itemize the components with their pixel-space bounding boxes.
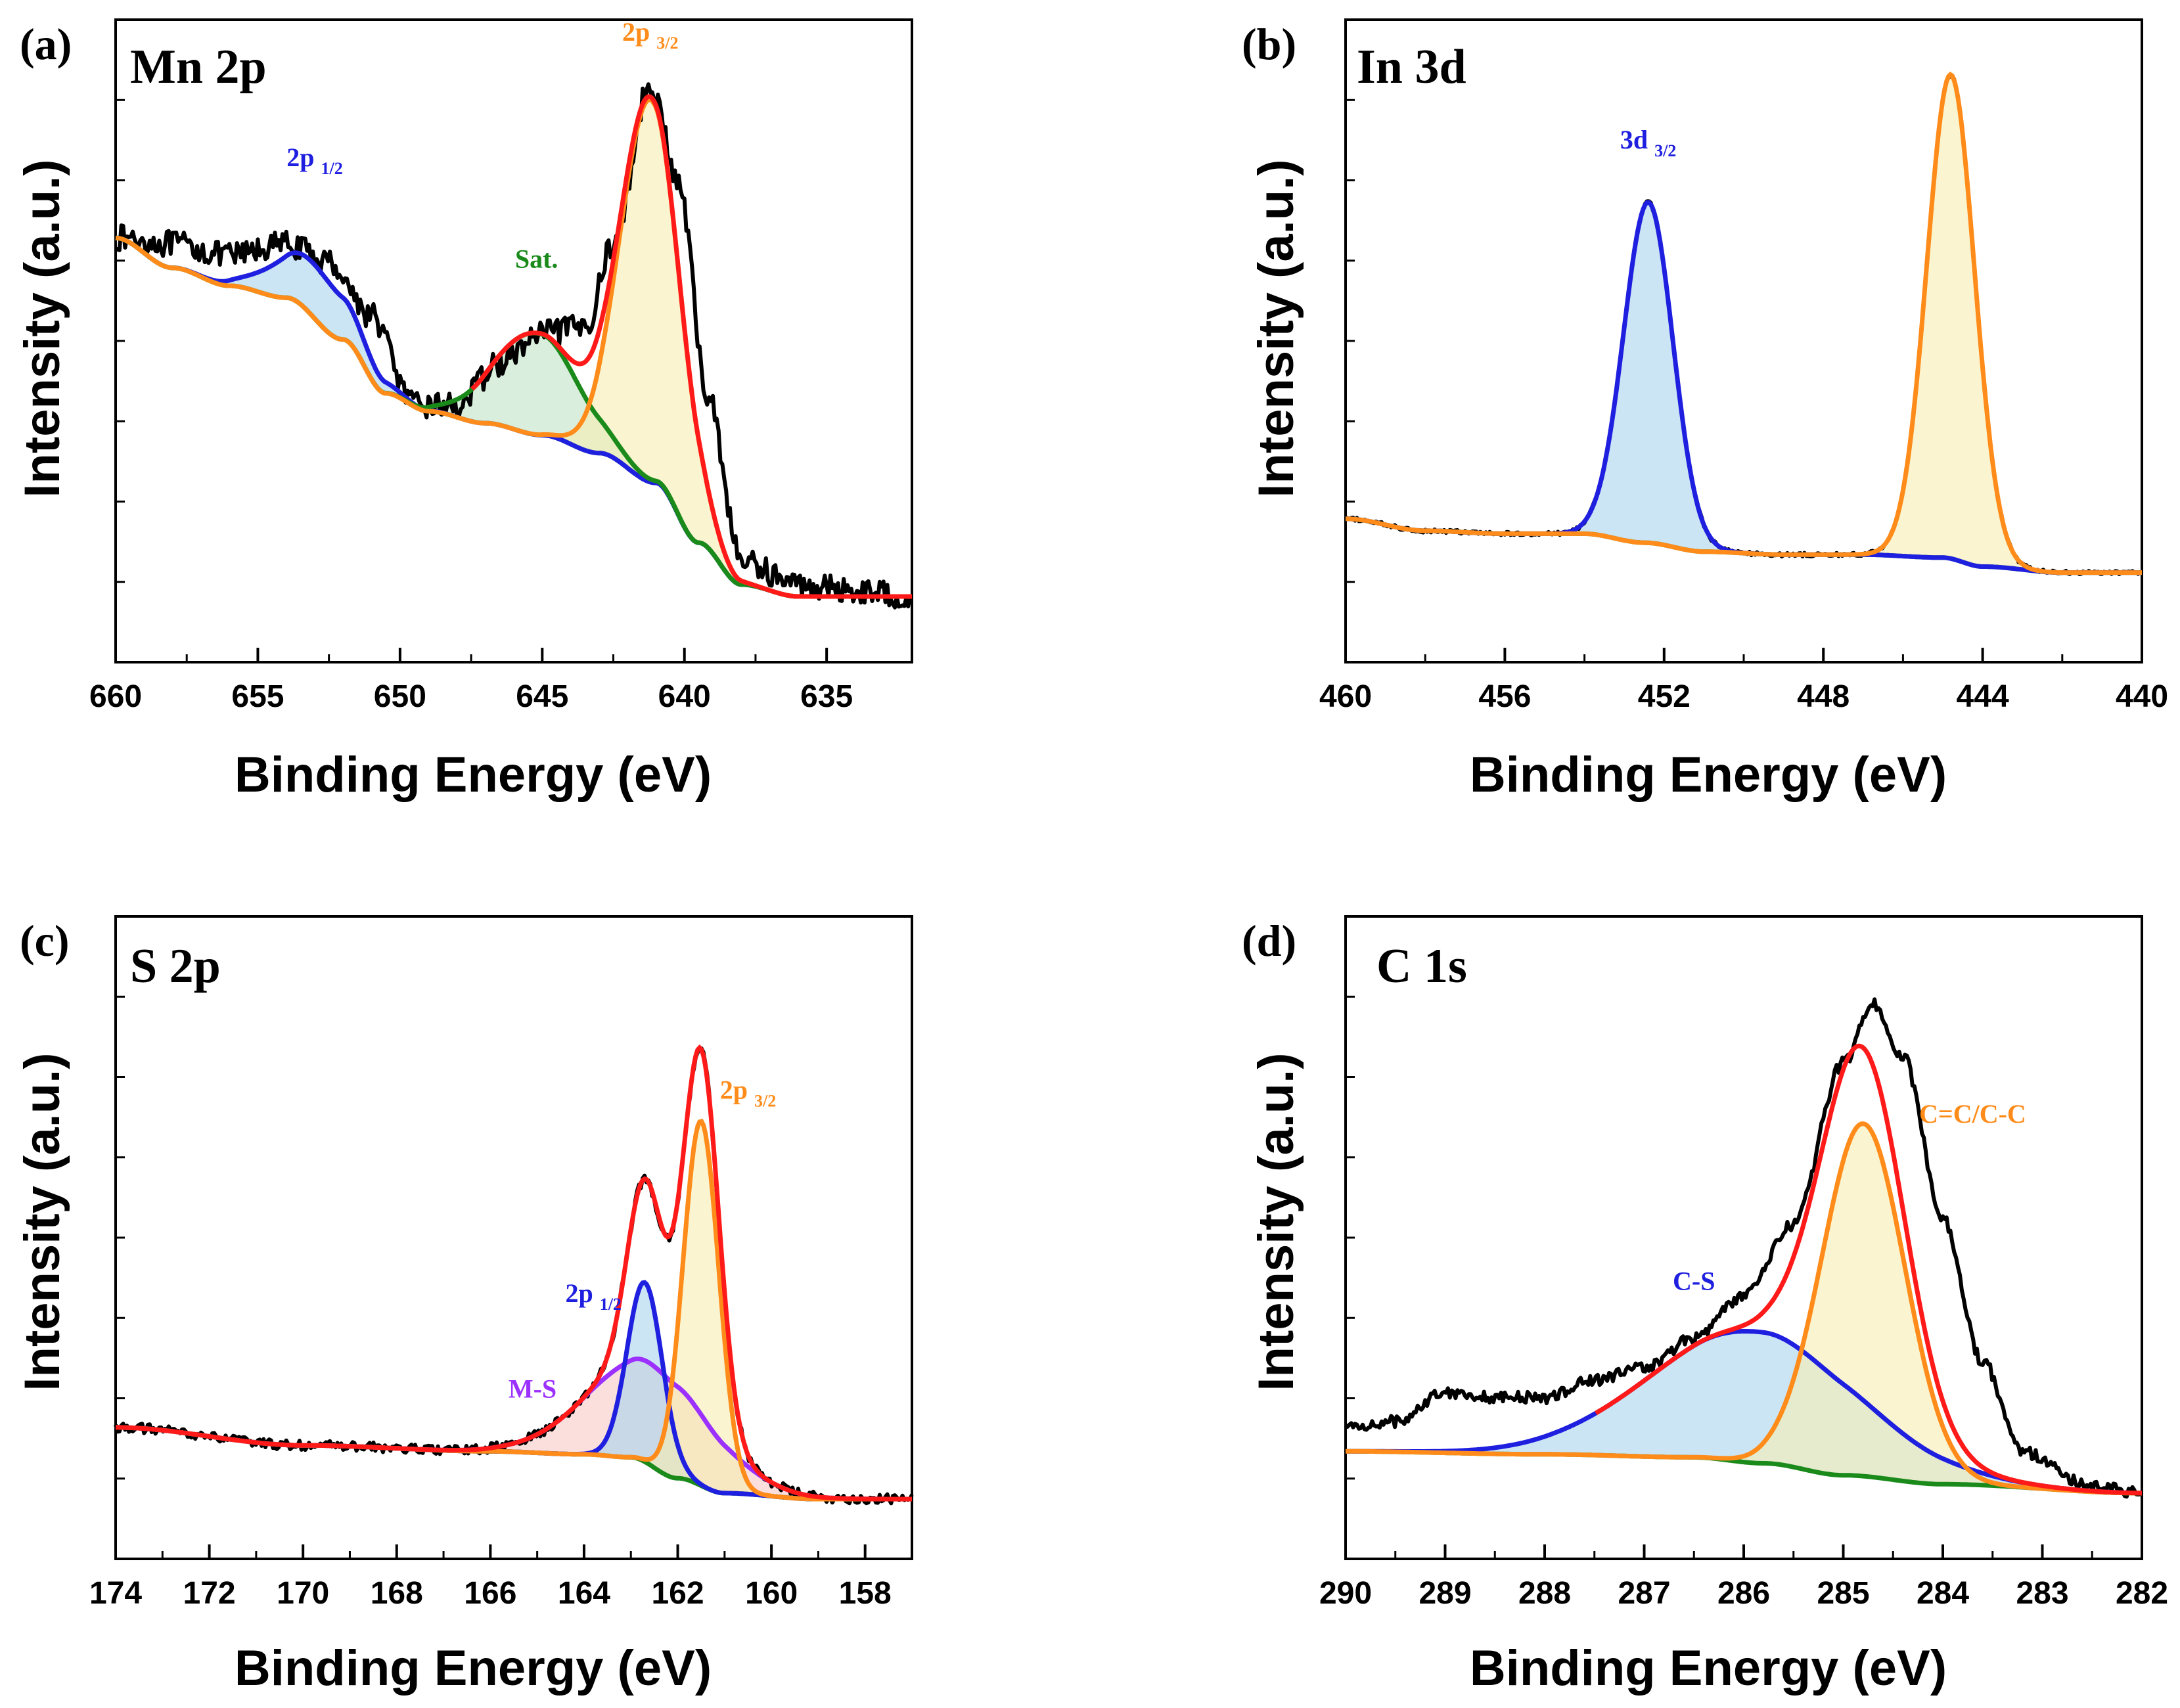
x-axis-label: Binding Energy (eV)	[235, 747, 712, 803]
x-tick-label: 290	[1319, 1576, 1372, 1611]
x-tick-label: 650	[374, 679, 426, 714]
x-tick-label: 460	[1319, 679, 1372, 714]
x-tick-label: 174	[89, 1576, 142, 1611]
panel-a: (a) Mn 2p Binding Energy (eV) Intensity …	[14, 17, 913, 803]
panel-label: (a)	[20, 19, 72, 69]
y-axis-label: Intensity (a.u.)	[1248, 159, 1304, 497]
x-tick-label: 448	[1797, 679, 1850, 714]
panel-title: In 3d	[1357, 40, 1466, 94]
x-tick-label: 166	[464, 1576, 516, 1611]
x-tick-label: 283	[2016, 1576, 2068, 1611]
panel-title: Mn 2p	[130, 40, 267, 94]
x-axis-label: Binding Energy (eV)	[235, 1640, 712, 1696]
plot-area: 660 655 650 645 640 635 2p 1/2 Sat. 2p 3/2	[89, 17, 913, 714]
raw-data-line	[1344, 74, 2143, 576]
peak-annotation: Sat.	[515, 244, 558, 274]
peak-annotation: 2p 1/2	[565, 1278, 621, 1314]
panel-title: S 2p	[130, 939, 221, 993]
x-tick-label: 452	[1638, 679, 1691, 714]
x-tick-label: 289	[1419, 1576, 1471, 1611]
x-tick-label: 158	[839, 1576, 892, 1611]
x-tick-label: 172	[183, 1576, 236, 1611]
x-tick-label: 164	[558, 1576, 610, 1611]
x-tick-label: 170	[277, 1576, 329, 1611]
peak-fill-c-s	[1346, 1331, 2142, 1493]
panel-label: (d)	[1242, 916, 1296, 966]
x-tick-label: 284	[1917, 1576, 1969, 1611]
x-tick-label: 444	[1957, 679, 2009, 714]
peak-line-c-c-c-c	[1346, 1121, 2143, 1496]
envelope-line	[1595, 1043, 2142, 1496]
x-tick-label: 456	[1478, 679, 1531, 714]
peak-annotation: 2p 3/2	[720, 1075, 776, 1111]
x-tick-label: 168	[371, 1576, 423, 1611]
x-tick-label: 162	[651, 1576, 704, 1611]
panel-title: C 1s	[1376, 939, 1467, 993]
peak-annotation: 2p 1/2	[286, 143, 342, 178]
panel-label: (c)	[20, 916, 69, 966]
raw-data-line	[114, 82, 913, 610]
x-axis-label: Binding Energy (eV)	[1470, 1640, 1947, 1696]
envelope-line	[470, 94, 912, 599]
y-axis-label: Intensity (a.u.)	[1248, 1052, 1304, 1391]
x-tick-label: 286	[1717, 1576, 1770, 1611]
x-tick-label: 287	[1618, 1576, 1670, 1611]
panel-d: (d) C 1s Binding Energy (eV) Intensity (…	[1242, 915, 2168, 1696]
panel-label: (b)	[1242, 19, 1296, 69]
peak-annotation: C-S	[1673, 1267, 1715, 1296]
x-tick-label: 288	[1518, 1576, 1571, 1611]
peak-fill-3d-5-2	[1346, 74, 2142, 573]
envelope-line	[116, 1044, 912, 1502]
peak-annotation: M-S	[509, 1374, 556, 1403]
peak-fill-3d-3-2	[1346, 202, 2142, 573]
peak-line-3d-5-2	[1346, 71, 2142, 575]
x-tick-label: 285	[1817, 1576, 1869, 1611]
x-tick-label: 660	[89, 679, 142, 714]
panel-b: (b) In 3d Binding Energy (eV) Intensity …	[1242, 18, 2168, 803]
x-tick-label: 160	[745, 1576, 798, 1611]
x-tick-label: 655	[231, 679, 284, 714]
peak-annotation: 3d 3/2	[1620, 125, 1676, 160]
peak-annotation: 2p 3/2	[622, 17, 678, 53]
peak-line-3d-3-2	[1346, 200, 2142, 575]
x-tick-label: 440	[2116, 679, 2168, 714]
raw-data-line	[1344, 997, 2143, 1499]
x-tick-label: 635	[800, 679, 853, 714]
plot-frame	[114, 915, 913, 1560]
x-axis-label: Binding Energy (eV)	[1470, 747, 1947, 803]
x-tick-label: 282	[2116, 1576, 2168, 1611]
peak-fill-sat-	[116, 238, 912, 596]
peak-annotation: C=C/C-C	[1919, 1099, 2026, 1129]
raw-data-line	[114, 1046, 914, 1506]
y-axis-label: Intensity (a.u.)	[14, 1052, 70, 1391]
panel-c: (c) S 2p Binding Energy (eV) Intensity (…	[14, 915, 914, 1696]
plot-area: 290 289 288 287 286 285 284 283 282 C-S C=C/C-C	[1319, 995, 2168, 1611]
x-tick-label: 640	[658, 679, 711, 714]
plot-area: 174 172 170 168 166 164 162 160 158 2p 1/2 M-S 2p 3/2	[89, 995, 914, 1611]
x-tick-label: 645	[516, 679, 568, 714]
y-axis-label: Intensity (a.u.)	[14, 159, 70, 497]
